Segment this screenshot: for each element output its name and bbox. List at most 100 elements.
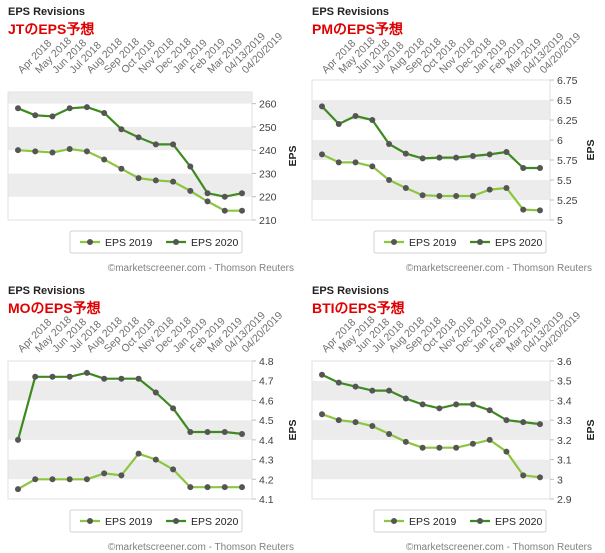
chart-header: EPS Revisions — [8, 285, 85, 297]
y-tick-label: 4.5 — [259, 415, 274, 427]
data-point — [469, 440, 476, 447]
chart-title: JTのEPS予想 — [8, 21, 94, 37]
grid-band — [8, 459, 252, 480]
data-point — [486, 407, 493, 414]
grid-band — [8, 400, 252, 421]
data-point — [83, 148, 90, 155]
grid-band — [8, 479, 252, 499]
grid-band — [312, 100, 550, 120]
legend-label: EPS 2019 — [105, 516, 152, 528]
legend-marker — [391, 518, 397, 524]
y-tick-label: 210 — [259, 215, 277, 227]
data-point — [187, 428, 194, 435]
data-point — [152, 456, 159, 463]
data-point — [537, 207, 543, 214]
data-point — [352, 419, 359, 426]
data-point — [319, 371, 325, 378]
y-tick-label: 3.6 — [557, 356, 572, 368]
data-point — [335, 379, 342, 386]
data-point — [537, 421, 543, 428]
data-point — [170, 178, 177, 185]
data-point — [419, 401, 426, 408]
y-tick-label: 4.1 — [259, 494, 274, 506]
data-point — [239, 430, 245, 437]
legend-marker — [87, 239, 93, 245]
plot-border — [7, 91, 253, 221]
data-point — [436, 405, 443, 412]
y-tick-label: 4.6 — [259, 395, 274, 407]
data-point — [319, 411, 325, 418]
chart-title: BTIのEPS予想 — [312, 300, 405, 316]
data-point — [66, 105, 73, 112]
data-point — [170, 141, 177, 148]
grid-band — [312, 380, 550, 401]
data-point — [152, 389, 159, 396]
data-point — [32, 476, 39, 483]
chart-panel-4: EPS Revisions BTIのEPS予想 2.9 3 3.1 3.2 3.3 3.4 3.… — [311, 285, 597, 553]
data-point — [83, 476, 90, 483]
grid-band — [8, 126, 252, 151]
chart-panel-1: EPS Revisions JTのEPS予想 210 220 230 240 250 260 E… — [7, 6, 299, 274]
data-point — [469, 401, 476, 408]
data-point — [49, 113, 56, 120]
data-point — [402, 150, 409, 157]
data-point — [66, 146, 73, 153]
data-point — [135, 134, 142, 141]
chart-title: PMのEPS予想 — [312, 21, 403, 37]
legend-label: EPS 2020 — [495, 516, 542, 528]
grid-band — [312, 120, 550, 140]
data-point — [436, 193, 443, 199]
y-tick-label: 230 — [259, 168, 277, 180]
legend-label: EPS 2020 — [495, 237, 542, 249]
data-point — [469, 153, 476, 159]
grid-band — [8, 420, 252, 440]
y-tick-label: 3.3 — [557, 415, 572, 427]
grid-band — [8, 196, 252, 220]
data-point — [32, 373, 39, 380]
grid-band — [312, 420, 550, 440]
data-point — [118, 472, 125, 479]
legend-label: EPS 2020 — [191, 516, 238, 528]
data-point — [369, 423, 376, 430]
data-point — [453, 401, 460, 408]
legend-marker — [391, 239, 397, 245]
y-tick-label: 250 — [259, 122, 277, 134]
grid-band — [8, 439, 252, 460]
data-point — [66, 373, 73, 380]
data-point — [221, 193, 228, 200]
data-point — [152, 141, 159, 148]
data-point — [221, 428, 228, 435]
data-point — [204, 428, 211, 435]
y-axis-label: EPS — [585, 139, 597, 160]
data-point — [83, 369, 90, 376]
plot-bands — [312, 80, 550, 220]
data-point — [135, 375, 142, 382]
data-point — [402, 185, 409, 191]
y-tick-label: 4.4 — [259, 435, 274, 447]
grid-band — [8, 150, 252, 174]
plot-bands — [312, 361, 550, 499]
data-point — [239, 190, 245, 197]
data-point — [49, 149, 56, 156]
grid-band — [312, 459, 550, 480]
data-point — [32, 112, 39, 119]
data-point — [402, 395, 409, 402]
data-point — [503, 185, 510, 191]
y-tick-label: 5.75 — [557, 155, 578, 167]
data-point — [503, 149, 510, 155]
data-point — [386, 141, 393, 147]
data-point — [187, 163, 194, 170]
data-point — [520, 165, 527, 171]
data-point — [118, 165, 125, 172]
chart-header: EPS Revisions — [8, 6, 85, 18]
y-tick-label: 3.5 — [557, 376, 572, 388]
source-credit: ©marketscreener.com - Thomson Reuters — [108, 263, 294, 274]
data-point — [386, 177, 393, 183]
y-tick-label: 4.3 — [259, 455, 274, 467]
data-point — [402, 438, 409, 445]
y-axis-label: EPS — [287, 419, 299, 440]
y-tick-label: 4.2 — [259, 474, 274, 486]
data-point — [436, 444, 443, 451]
data-point — [15, 105, 21, 112]
data-point — [221, 484, 228, 491]
